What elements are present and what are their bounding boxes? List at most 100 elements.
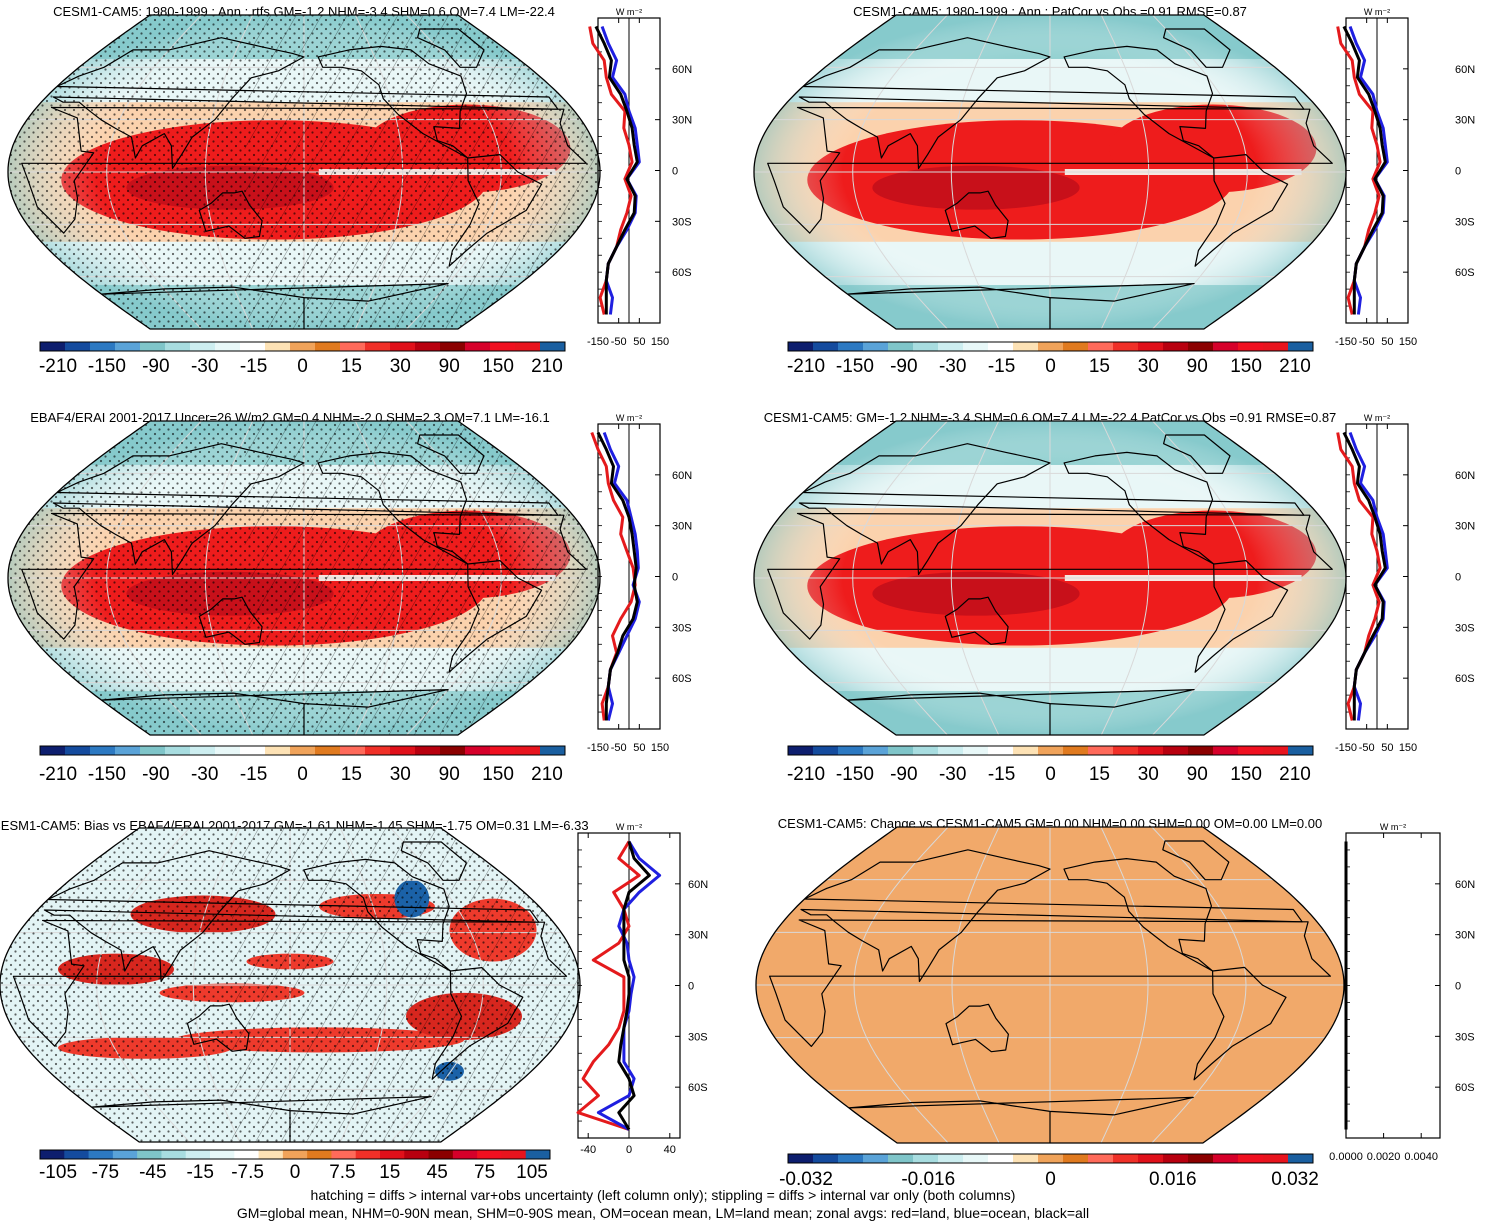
colorbar-swatch	[165, 342, 191, 351]
colorbar-swatch	[40, 342, 66, 351]
colorbar-swatch	[1163, 1154, 1189, 1163]
colorbar-label: 90	[1187, 356, 1208, 377]
colorbar-swatch	[1188, 1154, 1214, 1163]
lat-label: 60N	[672, 64, 692, 76]
colorbar-label: 90	[1187, 764, 1208, 785]
colorbar-label: 75	[474, 1162, 495, 1183]
colorbar-swatch	[888, 1154, 914, 1163]
colorbar-swatch	[404, 1150, 430, 1159]
colorbar-label: -105	[39, 1162, 77, 1183]
colorbar-swatch	[40, 746, 66, 755]
colorbar-label: 210	[531, 764, 563, 785]
lat-label: 30S	[688, 1031, 708, 1043]
colorbar-swatch	[390, 342, 416, 351]
colorbar: -105 -75 -45 -15 -7.5 0 7.5 15 45 75 105	[39, 1149, 551, 1183]
zonal-frame	[1345, 832, 1441, 1139]
colorbar-frame	[39, 341, 566, 352]
colorbar-swatch	[515, 342, 541, 351]
colorbar-swatch	[65, 342, 91, 351]
zonal-x-label: 150	[1399, 742, 1417, 754]
lat-label: 60S	[1455, 267, 1475, 279]
colorbar-swatch	[963, 746, 989, 755]
colorbar-label: -210	[39, 764, 77, 785]
colorbar-label: 210	[531, 356, 563, 377]
zonal-unit: W m⁻²	[1364, 7, 1390, 17]
colorbar-swatch	[315, 342, 341, 351]
colorbar-swatch	[1038, 1154, 1064, 1163]
zonal-x-label: 150	[651, 742, 669, 754]
colorbar-label: -30	[939, 764, 966, 785]
coastline-eurasia	[800, 849, 1303, 983]
lat-label: 60S	[1455, 673, 1475, 685]
lat-label: 30N	[672, 115, 692, 127]
colorbar-swatch	[813, 342, 839, 351]
map-border	[755, 826, 1345, 1144]
colorbar-swatch	[452, 1150, 478, 1159]
coastline-north-america	[1063, 858, 1214, 972]
colorbar-swatch	[380, 1150, 405, 1159]
colorbar-swatch	[788, 746, 814, 755]
panel-p2: CESM1-CAM5: 1980-1999 : Ann : PatCor vs …	[753, 4, 1475, 377]
colorbar-frame	[787, 1153, 1314, 1164]
colorbar-label: 15	[341, 764, 362, 785]
colorbar-swatch	[1088, 746, 1114, 755]
colorbar-swatch	[234, 1150, 260, 1159]
colorbar-swatch	[240, 342, 266, 351]
colorbar-swatch	[1188, 342, 1214, 351]
coastline-greenland	[1162, 840, 1230, 881]
colorbar-swatch	[40, 1150, 65, 1159]
colorbar-swatch	[1213, 746, 1239, 755]
colorbar-swatch	[913, 1154, 939, 1163]
hatching	[244, 15, 600, 329]
colorbar-label: -30	[191, 764, 218, 785]
colorbar-label: -90	[890, 356, 917, 377]
colorbar-swatch	[390, 746, 416, 755]
colorbar-swatch	[137, 1150, 162, 1159]
colorbar-label: -150	[836, 356, 874, 377]
colorbar-frame	[39, 745, 566, 756]
map	[8, 15, 600, 329]
colorbar-swatch	[65, 746, 91, 755]
colorbar-swatch	[888, 746, 914, 755]
colorbar-label: -15	[988, 764, 1015, 785]
map	[756, 827, 1344, 1143]
zonal-x-label: 0.0040	[1404, 1151, 1438, 1163]
map	[754, 421, 1346, 735]
colorbar-label: -15	[240, 764, 267, 785]
colorbar-label: 150	[1230, 764, 1262, 785]
colorbar: -210 -150 -90 -30 -15 0 15 30 90 150 210	[39, 745, 566, 785]
lat-label: 60S	[688, 1082, 708, 1094]
colorbar-swatch	[501, 1150, 527, 1159]
colorbar-swatch	[215, 342, 241, 351]
colorbar-swatch	[365, 746, 391, 755]
colorbar-swatch	[938, 1154, 964, 1163]
colorbar: -210 -150 -90 -30 -15 0 15 30 90 150 210	[787, 745, 1314, 785]
colorbar-label: 0.016	[1149, 1169, 1197, 1190]
colorbar-label: -30	[191, 356, 218, 377]
colorbar-swatch	[115, 746, 141, 755]
zonal-mean-plot: W m⁻² 60N 30N 0 30S 60S -150 -50 50 150	[587, 7, 692, 348]
colorbar-label: -15	[988, 356, 1015, 377]
colorbar-label: -150	[88, 356, 126, 377]
zonal-series-ocean	[596, 840, 662, 1131]
colorbar-swatch	[1113, 746, 1139, 755]
zonal-x-label: -150	[1335, 336, 1357, 348]
zonal-series-all	[617, 841, 651, 1131]
colorbar-swatch	[282, 1150, 308, 1159]
coastline-australia	[945, 1003, 1009, 1053]
colorbar-swatch	[988, 342, 1014, 351]
lat-label: 30S	[672, 216, 692, 228]
map-border	[7, 420, 601, 736]
colorbar-swatch	[340, 342, 366, 351]
lat-label: 30S	[1455, 622, 1475, 634]
colorbar-swatch	[140, 342, 166, 351]
colorbar-swatch	[888, 342, 914, 351]
colorbar-swatch	[258, 1150, 284, 1159]
coastline-greenland	[1163, 434, 1231, 474]
lat-label: 60S	[672, 673, 692, 685]
colorbar-label: 0	[297, 356, 308, 377]
panel-p5: CESM1-CAM5: Bias vs EBAF4/ERAI 2001-2017…	[0, 818, 708, 1183]
colorbar-swatch	[540, 746, 566, 755]
colorbar-swatch	[440, 342, 466, 351]
zonal-mean-plot: W m⁻² 60N 30N 0 30S 60S 0.0000 0.0020 0.0040	[1329, 822, 1475, 1163]
